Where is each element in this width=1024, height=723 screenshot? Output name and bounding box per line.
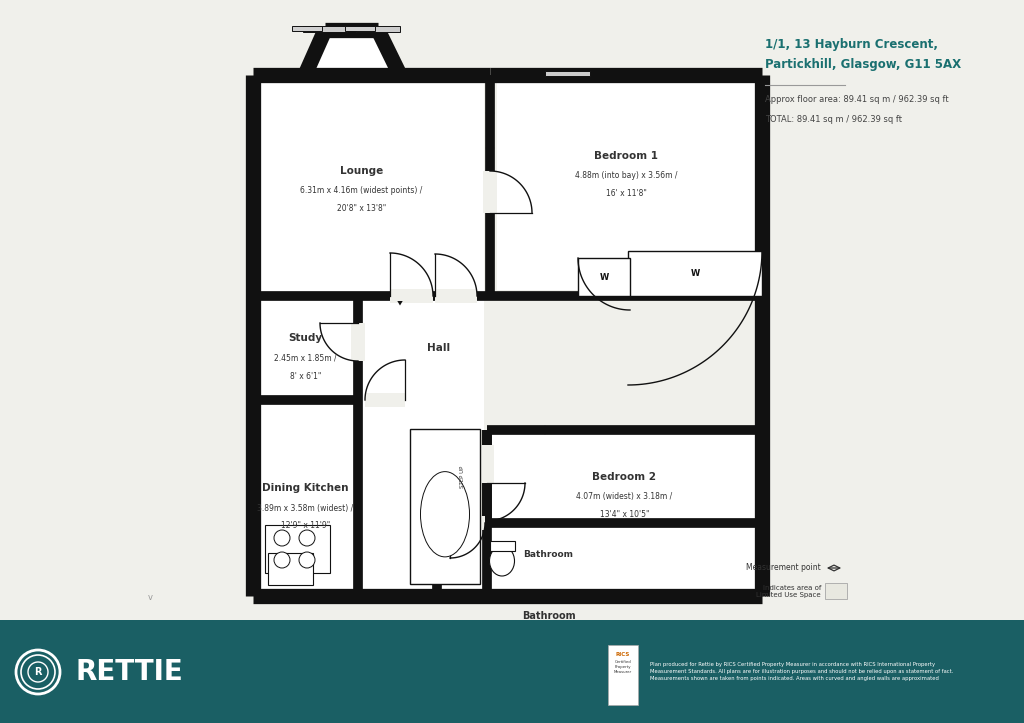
- Bar: [490, 541, 515, 551]
- Text: Hall: Hall: [427, 343, 451, 353]
- Text: Bedroom 2: Bedroom 2: [593, 471, 656, 482]
- Bar: [410, 429, 480, 584]
- Bar: [335, 523, 762, 596]
- Text: 20'8" x 13'8": 20'8" x 13'8": [337, 204, 386, 213]
- Text: Lounge: Lounge: [340, 166, 383, 176]
- Bar: [356, 26, 400, 32]
- Bar: [608, 645, 638, 705]
- Bar: [259, 302, 351, 393]
- Polygon shape: [253, 245, 257, 251]
- Text: W: W: [599, 273, 608, 281]
- Ellipse shape: [421, 471, 469, 557]
- Bar: [303, 26, 347, 32]
- Polygon shape: [487, 591, 493, 596]
- Text: 4.88m (into bay) x 3.56m /: 4.88m (into bay) x 3.56m /: [574, 171, 677, 180]
- Circle shape: [299, 530, 315, 546]
- Text: 4.07m (widest) x 3.18m /: 4.07m (widest) x 3.18m /: [577, 492, 673, 501]
- Text: Bathroom: Bathroom: [521, 611, 575, 621]
- Text: 3.89m x 3.58m (widest) /: 3.89m x 3.58m (widest) /: [257, 503, 353, 513]
- Circle shape: [274, 530, 290, 546]
- Text: Bedroom 1: Bedroom 1: [594, 150, 658, 161]
- Polygon shape: [305, 30, 400, 75]
- Text: STEP UP: STEP UP: [460, 466, 465, 488]
- Polygon shape: [485, 145, 490, 150]
- Bar: [345, 26, 375, 31]
- Polygon shape: [475, 591, 480, 596]
- Text: Certified
Property
Measurer: Certified Property Measurer: [614, 660, 632, 674]
- Bar: [268, 553, 313, 585]
- Polygon shape: [543, 426, 548, 430]
- Polygon shape: [490, 145, 495, 150]
- Text: RETTIE: RETTIE: [76, 657, 183, 685]
- Circle shape: [299, 552, 315, 568]
- Polygon shape: [543, 430, 548, 435]
- Bar: [487, 430, 762, 523]
- Text: R: R: [34, 667, 42, 677]
- Polygon shape: [485, 111, 490, 116]
- Bar: [545, 71, 590, 76]
- Bar: [390, 289, 433, 303]
- Bar: [494, 437, 756, 589]
- Polygon shape: [434, 591, 439, 596]
- Text: Measurement point: Measurement point: [746, 563, 821, 573]
- Text: 8' x 6'1": 8' x 6'1": [290, 372, 322, 380]
- Text: Dining Kitchen: Dining Kitchen: [262, 483, 349, 493]
- Bar: [259, 75, 483, 589]
- Bar: [628, 251, 762, 296]
- Text: Indicates area of
Limited Use Space: Indicates area of Limited Use Space: [757, 584, 821, 597]
- Bar: [578, 258, 630, 296]
- Bar: [497, 75, 756, 289]
- Text: Plan produced for Rettie by RICS Certified Property Measurer in accordance with : Plan produced for Rettie by RICS Certifi…: [650, 662, 953, 681]
- Text: W: W: [690, 269, 699, 278]
- Text: 4.07m x 1.34m / 13'4" x 4'5": 4.07m x 1.34m / 13'4" x 4'5": [494, 626, 603, 635]
- Text: Approx floor area: 89.41 sq m / 962.39 sq ft: Approx floor area: 89.41 sq m / 962.39 s…: [765, 95, 948, 104]
- Bar: [480, 445, 494, 483]
- Bar: [365, 393, 406, 407]
- Text: TOTAL: 89.41 sq m / 962.39 sq ft: TOTAL: 89.41 sq m / 962.39 sq ft: [765, 115, 902, 124]
- Bar: [365, 302, 483, 393]
- Text: Study: Study: [289, 333, 323, 343]
- Bar: [825, 583, 847, 599]
- Polygon shape: [490, 111, 495, 116]
- Text: 2.45m x 1.85m /: 2.45m x 1.85m /: [274, 354, 337, 362]
- Bar: [435, 289, 477, 303]
- Polygon shape: [758, 370, 762, 376]
- Text: 6.31m x 4.16m (widest points) /: 6.31m x 4.16m (widest points) /: [300, 186, 423, 195]
- Text: 16' x 11'8": 16' x 11'8": [605, 189, 646, 198]
- Text: 1/1, 13 Hayburn Crescent,: 1/1, 13 Hayburn Crescent,: [765, 38, 938, 51]
- Polygon shape: [253, 351, 257, 356]
- Bar: [0, 620, 1024, 723]
- Bar: [265, 524, 330, 573]
- Text: 12'9" x 11'9": 12'9" x 11'9": [281, 521, 330, 531]
- Bar: [292, 26, 322, 31]
- Polygon shape: [758, 515, 762, 521]
- Bar: [437, 430, 487, 523]
- Bar: [351, 323, 365, 361]
- Ellipse shape: [489, 546, 514, 576]
- Bar: [450, 516, 485, 530]
- Bar: [483, 437, 494, 516]
- Bar: [259, 406, 351, 589]
- Text: Bathroom: Bathroom: [523, 550, 573, 559]
- Polygon shape: [397, 301, 402, 306]
- Text: 13'4" x 10'5": 13'4" x 10'5": [600, 510, 649, 519]
- Bar: [259, 529, 480, 589]
- Polygon shape: [253, 500, 257, 505]
- Circle shape: [274, 552, 290, 568]
- Text: RICS: RICS: [615, 652, 630, 657]
- Text: Partickhill, Glasgow, G11 5AX: Partickhill, Glasgow, G11 5AX: [765, 58, 962, 71]
- Polygon shape: [355, 301, 360, 306]
- Bar: [483, 171, 497, 213]
- Text: v: v: [147, 594, 153, 602]
